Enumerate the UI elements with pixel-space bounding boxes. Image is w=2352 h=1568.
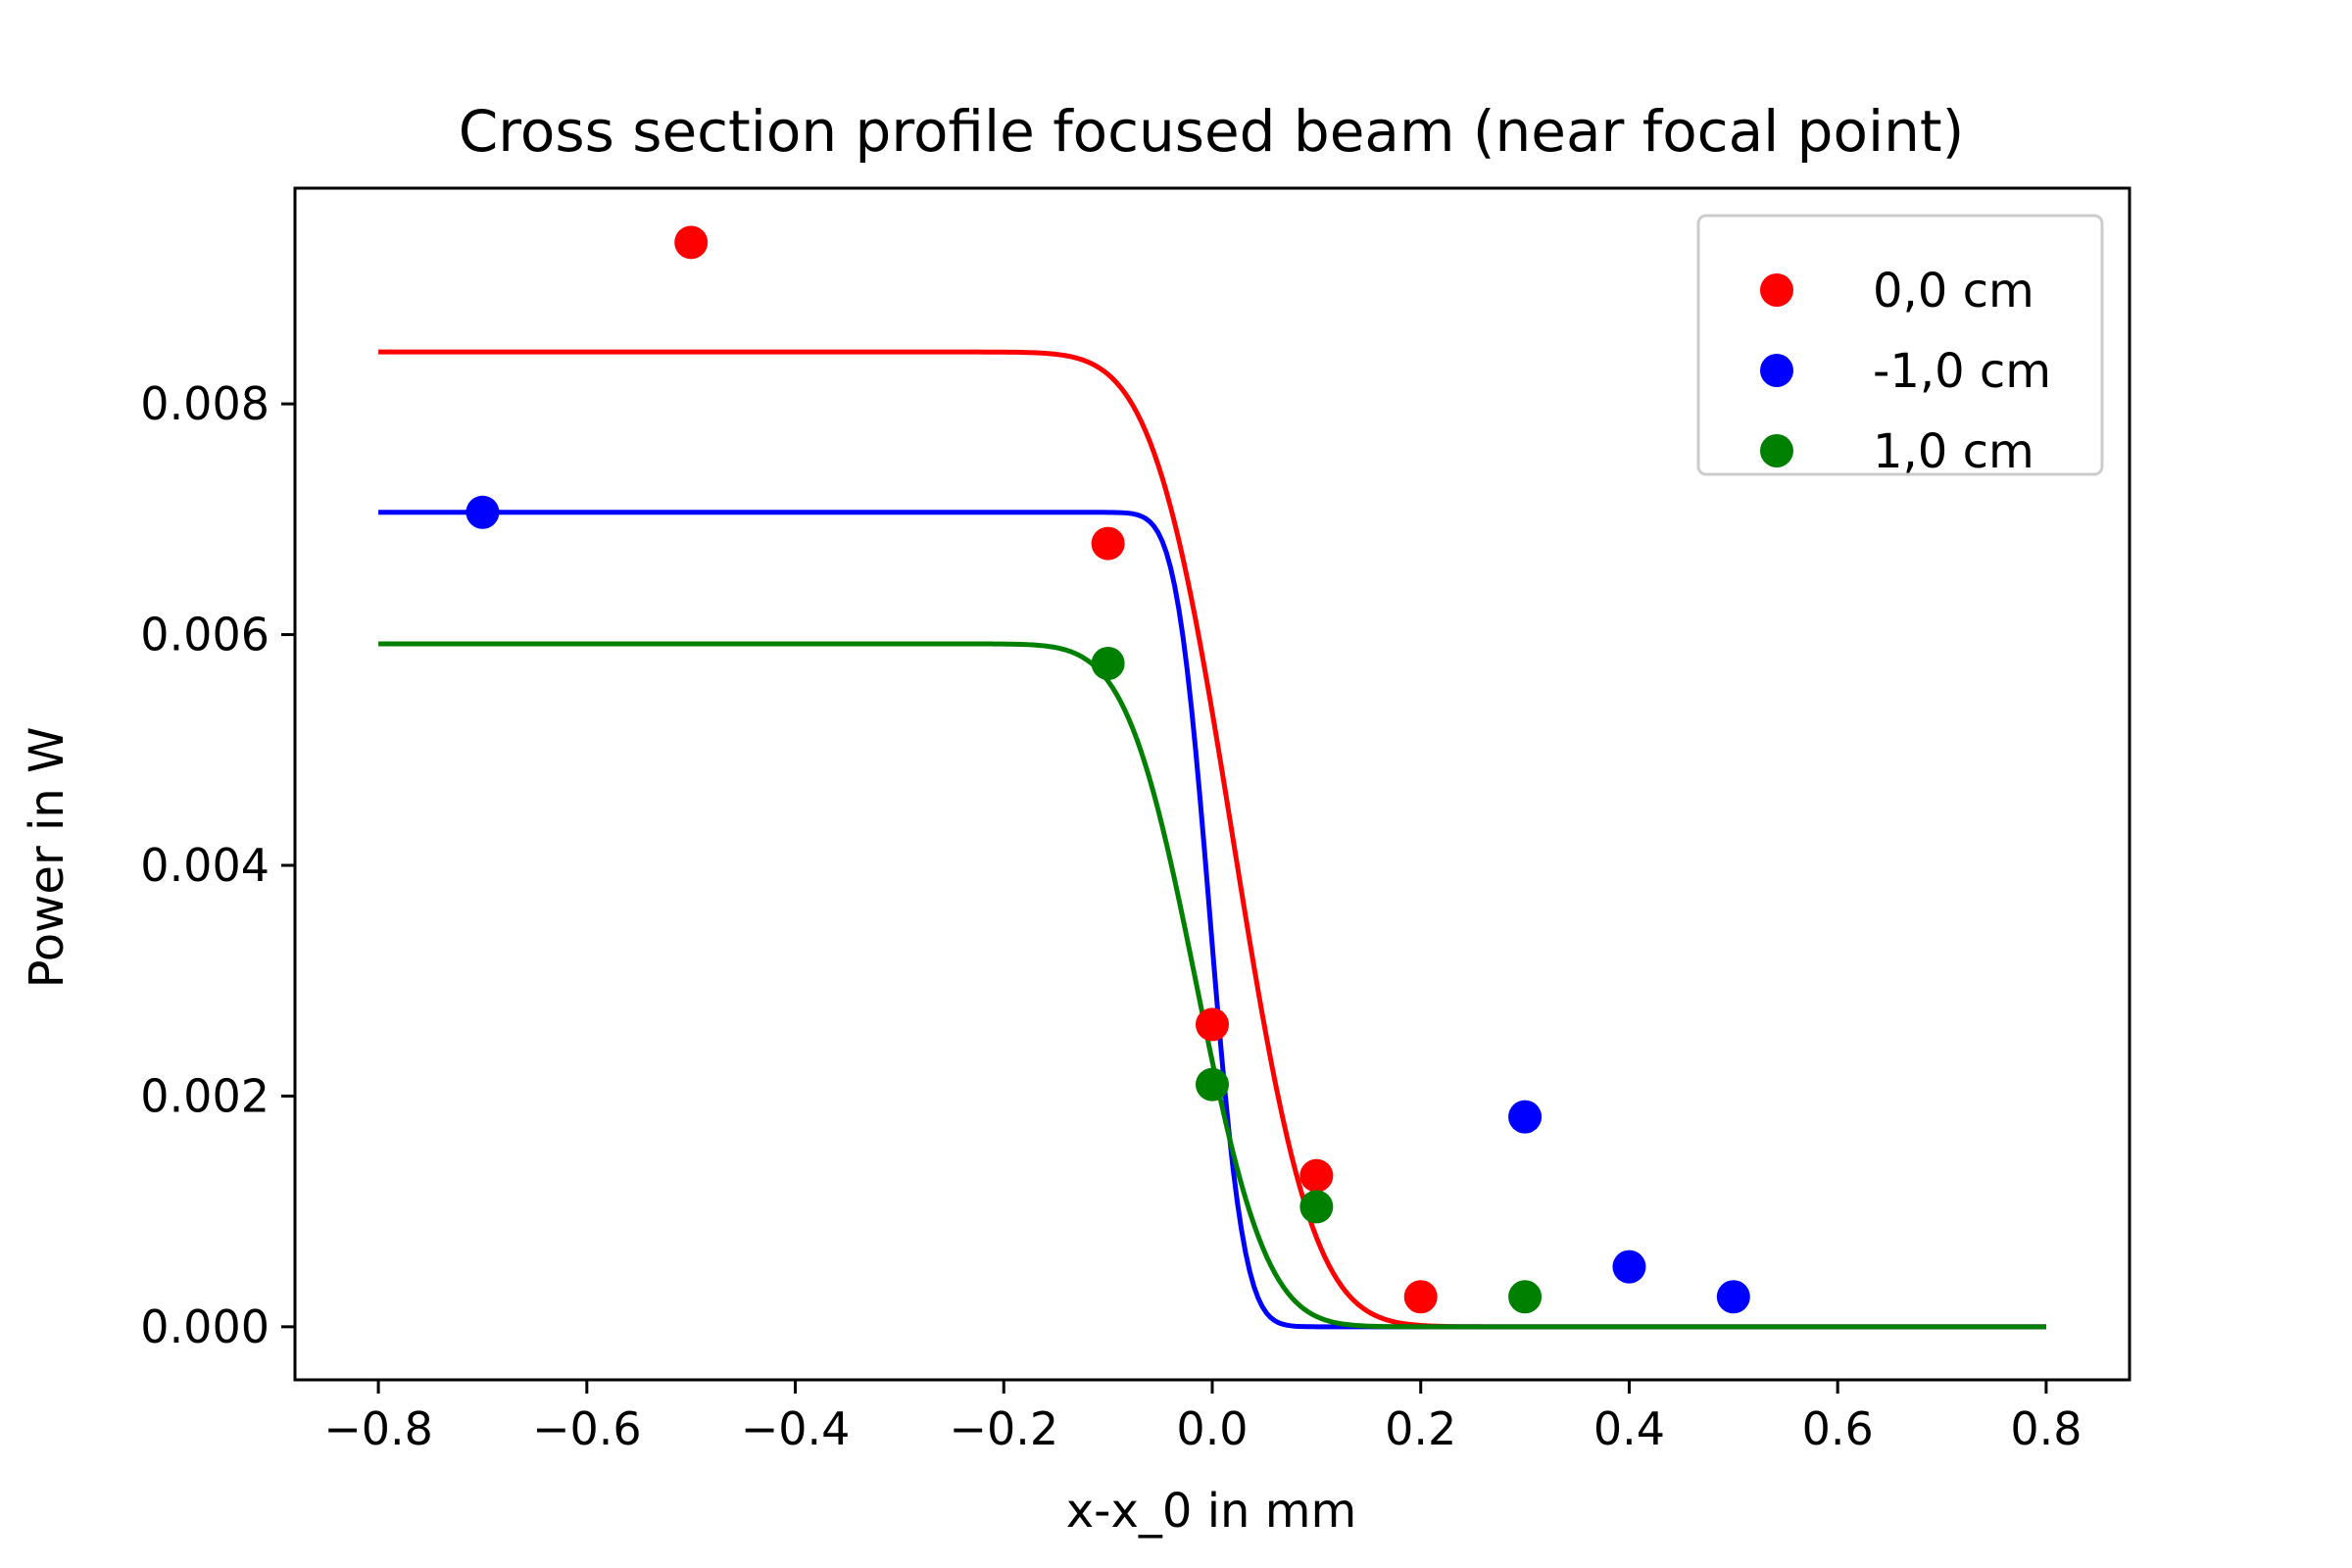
legend: 0,0 cm -1,0 cm 1,0 cm [1696, 214, 2104, 479]
y-tick-label: 0.000 [140, 1300, 270, 1353]
x-tick-label: −0.6 [532, 1402, 642, 1455]
data-point [466, 495, 500, 529]
data-point [1612, 1250, 1646, 1284]
legend-marker [1760, 273, 1793, 307]
y-axis: 0.000 0.002 0.004 0.006 0.008 [140, 377, 295, 1353]
data-point [674, 225, 709, 260]
legend-marker [1760, 354, 1793, 387]
data-point [1299, 1190, 1334, 1224]
x-tick-label: −0.4 [741, 1402, 851, 1455]
y-axis-label: Power in W [20, 727, 74, 989]
legend-box [1696, 214, 2104, 476]
plot-area [293, 186, 2132, 1382]
data-point [1196, 1007, 1229, 1042]
fit-line [378, 641, 2046, 1330]
data-point [1508, 1100, 1543, 1134]
fit-line [378, 510, 2046, 1330]
y-tick-label: 0.002 [140, 1069, 270, 1122]
data-point [1508, 1280, 1543, 1314]
data-point [1403, 1280, 1438, 1314]
x-axis: −0.8 −0.6 −0.4 −0.2 0.0 0.2 0.4 0.6 0.8 [323, 1380, 2082, 1455]
x-tick-label: 0.6 [1802, 1402, 1874, 1455]
y-tick-label: 0.008 [140, 377, 270, 430]
legend-label: -1,0 cm [1873, 344, 2051, 399]
chart-title: Cross section profile focused beam (near… [459, 98, 1964, 165]
x-tick-label: 0.4 [1593, 1402, 1665, 1455]
y-tick-label: 0.006 [140, 609, 270, 662]
legend-label: 1,0 cm [1873, 424, 2034, 479]
x-tick-label: 0.2 [1385, 1402, 1456, 1455]
data-point [1196, 1067, 1229, 1102]
x-axis-label: x-x_0 in mm [1066, 1484, 1356, 1539]
data-point [1091, 526, 1125, 561]
x-tick-label: 0.0 [1176, 1402, 1248, 1455]
legend-label: 0,0 cm [1873, 264, 2034, 318]
data-point [1716, 1280, 1750, 1314]
y-tick-label: 0.004 [140, 839, 270, 892]
legend-marker [1760, 434, 1793, 467]
x-tick-label: −0.2 [949, 1402, 1058, 1455]
data-point [1299, 1158, 1334, 1193]
x-tick-label: 0.8 [2010, 1402, 2082, 1455]
data-point [1091, 646, 1125, 680]
x-tick-label: −0.8 [323, 1402, 433, 1455]
fit-line [378, 349, 2046, 1330]
